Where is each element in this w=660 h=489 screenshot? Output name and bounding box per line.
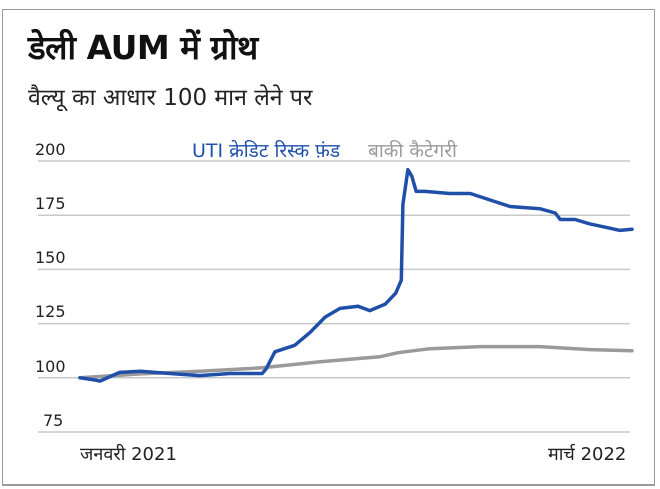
x-label-start: जनवरी 2021 [80, 444, 177, 465]
legend-item-other-category: बाकी कैटेगरी [368, 140, 457, 162]
gridlines [38, 160, 630, 433]
y-tick-75: 75 [43, 411, 64, 430]
chart-title: डेली AUM में ग्रोथ [28, 28, 258, 67]
y-tick-175: 175 [35, 194, 66, 213]
y-tick-100: 100 [35, 357, 66, 376]
chart-subtitle: वैल्यू का आधार 100 मान लेने पर [28, 85, 313, 111]
legend: UTI क्रेडिट रिस्क फ़ंड बाकी कैटेगरी [192, 137, 479, 163]
y-tick-200: 200 [35, 140, 66, 159]
y-tick-125: 125 [35, 302, 66, 321]
uti-credit-risk-fund-line [78, 167, 634, 383]
legend-item-uti-credit-risk-fund: UTI क्रेडिट रिस्क फ़ंड [192, 140, 340, 162]
other-category-line [78, 344, 634, 380]
chart-frame [2, 9, 655, 486]
y-tick-150: 150 [35, 248, 66, 267]
x-label-end: मार्च 2022 [548, 444, 627, 465]
